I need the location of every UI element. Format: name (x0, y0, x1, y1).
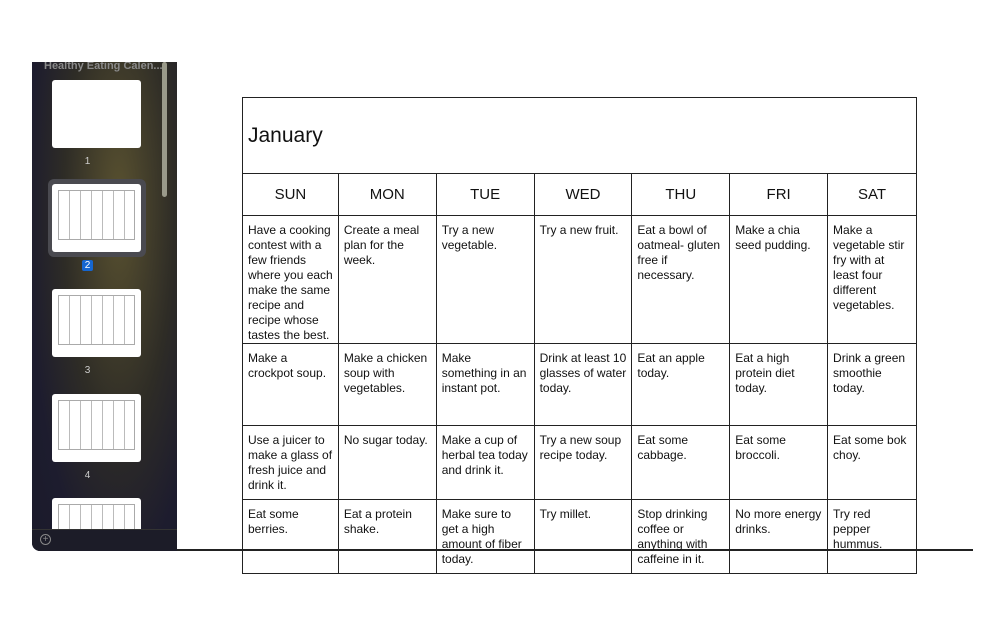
day-cell: Eat some bok choy. (827, 425, 917, 500)
day-cell: Drink at least 10 glasses of water today… (533, 343, 633, 426)
day-cell: Make a chia seed pudding. (729, 215, 829, 344)
day-cell: Eat an apple today. (631, 343, 731, 426)
day-header: SAT (827, 173, 917, 216)
day-cell: Eat a bowl of oatmeal- gluten free if ne… (631, 215, 731, 344)
day-cell: Make something in an instant pot. (435, 343, 535, 426)
week-row: Have a cooking contest with a few friend… (242, 215, 917, 344)
month-title: January (242, 97, 917, 174)
page-number-1: 1 (84, 156, 91, 167)
day-cell: Make sure to get a high amount of fiber … (435, 499, 535, 574)
day-cell: Make a crockpot soup. (242, 343, 339, 426)
day-header: MON (337, 173, 437, 216)
day-cell: Stop drinking coffee or anything with ca… (631, 499, 731, 574)
day-cell: Eat a high protein diet today. (729, 343, 829, 426)
add-page-icon[interactable]: + (40, 534, 51, 545)
day-cell: Make a chicken soup with vegetables. (337, 343, 437, 426)
day-cell: Try red pepper hummus. (827, 499, 917, 574)
week-row: Use a juicer to make a glass of fresh ju… (242, 425, 917, 500)
page-thumbnail-2[interactable] (52, 184, 141, 252)
day-cell: Have a cooking contest with a few friend… (242, 215, 339, 344)
day-cell: Try a new fruit. (533, 215, 633, 344)
day-cell: Make a cup of herbal tea today and drink… (435, 425, 535, 500)
day-cell: Eat some cabbage. (631, 425, 731, 500)
week-row: Make a crockpot soup. Make a chicken soup… (242, 343, 917, 426)
day-header: SUN (242, 173, 339, 216)
day-cell: Eat some broccoli. (729, 425, 829, 500)
page-number-3: 3 (84, 365, 91, 376)
page-number-4: 4 (84, 470, 91, 481)
day-cell: Drink a green smoothie today. (827, 343, 917, 426)
sidebar-scrollbar[interactable] (162, 62, 167, 197)
day-cell: Eat some berries. (242, 499, 339, 574)
sidebar-footer: + (32, 529, 177, 551)
day-header: THU (631, 173, 731, 216)
day-cell: Try a new soup recipe today. (533, 425, 633, 500)
page-thumbnail-3[interactable] (52, 289, 141, 357)
day-cell: Create a meal plan for the week. (337, 215, 437, 344)
day-header: WED (533, 173, 633, 216)
calendar-table: January SUN MON TUE WED THU FRI SAT Have a coo… (242, 97, 917, 574)
week-row: Eat some berries. Eat a protein shake. Mak… (242, 499, 917, 574)
page-thumbnail-sidebar: Healthy Eating Calen... 1 2 3 4 + (32, 62, 177, 551)
page-thumbnail-1[interactable] (52, 80, 141, 148)
day-cell: Try millet. (533, 499, 633, 574)
page-number-2-label: 2 (81, 260, 94, 271)
day-cell: No more energy drinks. (729, 499, 829, 574)
day-cell: Try a new vegetable. (435, 215, 535, 344)
day-cell: Eat a protein shake. (337, 499, 437, 574)
day-header: TUE (435, 173, 535, 216)
day-cell: No sugar today. (337, 425, 437, 500)
day-cell: Use a juicer to make a glass of fresh ju… (242, 425, 339, 500)
page-number-2: 2 (32, 260, 160, 271)
page-thumbnail-4[interactable] (52, 394, 141, 462)
document-title: Healthy Eating Calen... (44, 62, 163, 72)
day-header: FRI (729, 173, 829, 216)
day-cell: Make a vegetable stir fry with at least … (827, 215, 917, 344)
